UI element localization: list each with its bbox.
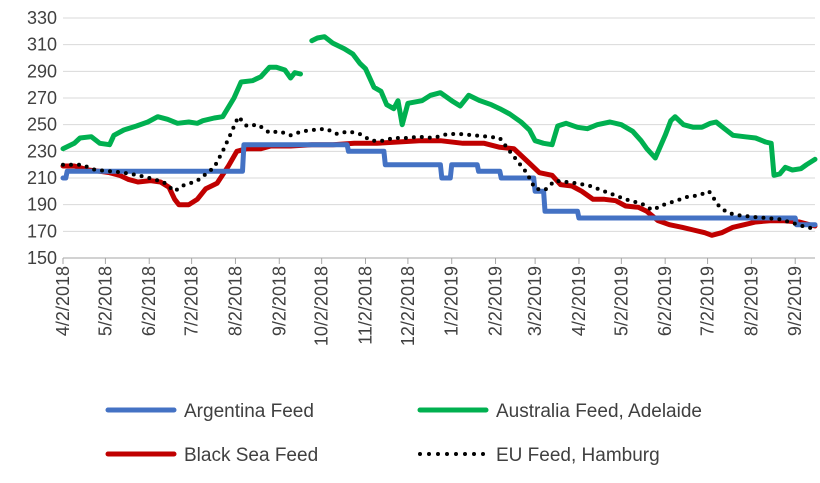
y-tick-label: 250: [27, 115, 57, 135]
y-tick-label: 230: [27, 141, 57, 161]
series-line-australia-feed-adelaide: [60, 34, 818, 178]
y-tick-label: 330: [27, 8, 57, 28]
y-tick-label: 170: [27, 221, 57, 241]
x-tick-label: 7/2/2019: [698, 266, 718, 336]
x-tick-label: 5/2/2019: [611, 266, 631, 336]
x-tick-label: 4/2/2018: [53, 266, 73, 336]
legend-label: Argentina Feed: [184, 401, 314, 422]
x-tick-label: 6/2/2019: [655, 266, 675, 336]
x-tick-label: 4/2/2019: [569, 266, 589, 336]
y-tick-label: 190: [27, 195, 57, 215]
y-tick-label: 210: [27, 168, 57, 188]
y-tick-label: 150: [27, 248, 57, 268]
y-axis: 150 170 190 210 230 250 270 290 310 330: [27, 8, 57, 268]
x-tick-label: 6/2/2018: [139, 266, 159, 336]
y-tick-label: 290: [27, 61, 57, 81]
x-tick-label: 3/2/2019: [525, 266, 545, 336]
legend: Argentina Feed Australia Feed, Adelaide Bl…: [105, 401, 702, 466]
x-tick-label: 11/2/2018: [355, 266, 375, 345]
y-tick-label: 310: [27, 35, 57, 55]
x-tick-label: 5/2/2018: [95, 266, 115, 336]
x-axis: 4/2/2018 5/2/2018 6/2/2018 7/2/2018 8/2/2018…: [53, 257, 815, 346]
x-tick-label: 8/2/2018: [225, 266, 245, 336]
x-tick-label: 1/2/2019: [442, 266, 462, 336]
x-tick-label: 9/2/2018: [269, 266, 289, 336]
legend-label: EU Feed, Hamburg: [496, 445, 660, 466]
x-tick-label: 2/2/2019: [486, 266, 506, 336]
x-tick-label: 10/2/2018: [312, 266, 332, 346]
x-tick-label: 8/2/2019: [741, 266, 761, 336]
legend-label: Australia Feed, Adelaide: [496, 401, 702, 422]
x-tick-label: 7/2/2018: [182, 266, 202, 336]
series-group: [60, 34, 818, 238]
x-tick-label: 12/2/2018: [398, 266, 418, 346]
series-line-argentina-feed: [60, 142, 818, 228]
series-line-eu-feed-hamburg: [61, 114, 817, 231]
y-tick-label: 270: [27, 88, 57, 108]
legend-label: Black Sea Feed: [184, 445, 318, 466]
x-tick-label: 9/2/2019: [785, 266, 805, 336]
